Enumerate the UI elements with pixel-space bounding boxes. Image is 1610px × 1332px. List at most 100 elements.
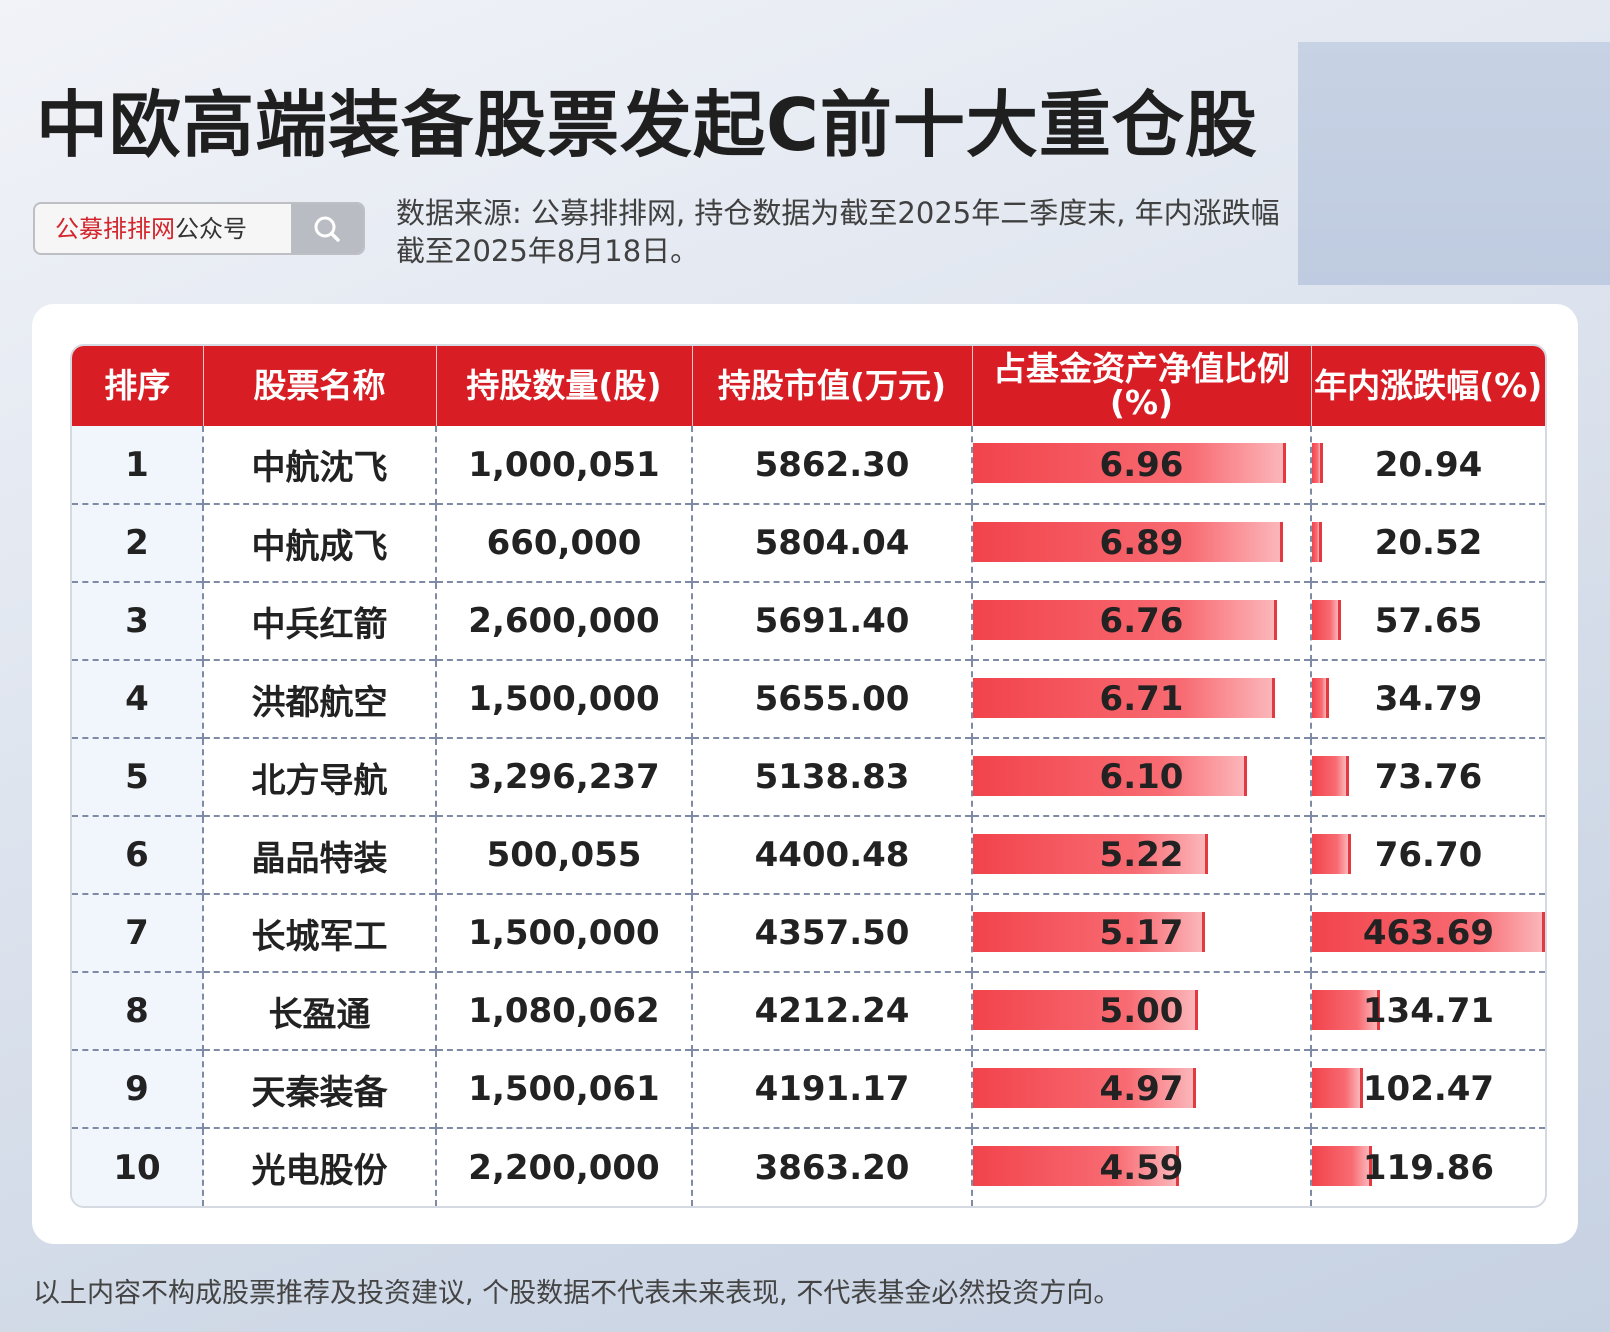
- ytd-change-cell-label: 20.52: [1374, 523, 1483, 563]
- search-button[interactable]: [291, 204, 363, 253]
- table-row: 2 中航成飞 660,000 5804.04 6.89 20.52: [72, 503, 1545, 582]
- nav-pct-cell-label: 6.71: [1099, 679, 1184, 719]
- stock-name-cell: 晶品特装: [203, 815, 437, 894]
- ytd-change-cell-label: 463.69: [1362, 913, 1495, 953]
- search-box[interactable]: 公募排排网公众号: [33, 202, 365, 255]
- ytd-change-cell: 20.52: [1311, 503, 1545, 582]
- ytd-change-cell-label: 119.86: [1362, 1147, 1495, 1188]
- ytd-change-cell: 34.79: [1311, 659, 1545, 738]
- column-header: 年内涨跌幅(%): [1311, 346, 1545, 426]
- rank-cell: 3: [72, 581, 204, 660]
- nav-pct-cell-bar: [973, 834, 1208, 874]
- page-title: 中欧高端装备股票发起C前十大重仓股: [36, 83, 1258, 167]
- shares-cell: 1,500,000: [436, 659, 693, 738]
- column-header: 排序: [72, 346, 204, 426]
- nav-pct-cell: 6.89: [972, 503, 1312, 582]
- nav-pct-cell: 5.22: [972, 815, 1312, 894]
- table-row: 1 中航沈飞 1,000,051 5862.30 6.96 20.94: [72, 426, 1545, 504]
- nav-pct-cell: 6.76: [972, 581, 1312, 660]
- ytd-change-cell-bar: [1312, 600, 1341, 640]
- ytd-change-cell-bar: [1312, 1068, 1364, 1108]
- market-value-cell: 3863.20: [692, 1127, 973, 1206]
- search-suffix: 公众号: [175, 215, 247, 243]
- nav-pct-cell-bar: [973, 443, 1286, 483]
- stock-name-cell: 天秦装备: [203, 1049, 437, 1128]
- ytd-change-cell-bar: [1312, 522, 1323, 562]
- rank-cell: 1: [72, 426, 204, 504]
- brand-name: 公募排排网: [55, 215, 175, 243]
- market-value-cell: 4400.48: [692, 815, 973, 894]
- shares-cell: 660,000: [436, 503, 693, 582]
- ytd-change-cell-label: 20.94: [1374, 444, 1483, 485]
- rank-cell: 8: [72, 971, 204, 1050]
- table-row: 3 中兵红箭 2,600,000 5691.40 6.76 57.65: [72, 581, 1545, 660]
- table-row: 7 长城军工 1,500,000 4357.50 5.17 463.69: [72, 893, 1545, 972]
- ytd-change-cell: 76.70: [1311, 815, 1545, 894]
- nav-pct-cell-label: 6.96: [1099, 444, 1184, 485]
- nav-pct-cell-label: 6.10: [1099, 757, 1184, 797]
- table-header-row: 排序 股票名称 持股数量(股) 持股市值(万元) 占基金资产净值比例(%) 年内…: [72, 346, 1545, 426]
- rank-cell: 6: [72, 815, 204, 894]
- nav-pct-cell-bar: [973, 990, 1198, 1030]
- market-value-cell: 5655.00: [692, 659, 973, 738]
- source-note: 数据来源: 公募排排网, 持仓数据为截至2025年二季度末, 年内涨跌幅截至20…: [396, 196, 1280, 268]
- disclaimer: 以上内容不构成股票推荐及投资建议, 个股数据不代表未来表现, 不代表基金必然投资…: [33, 1278, 1121, 1309]
- nav-pct-cell-label: 5.22: [1099, 835, 1184, 875]
- ytd-change-cell-bar: [1312, 912, 1545, 952]
- column-header: 持股数量(股): [436, 346, 693, 426]
- ytd-change-cell-bar: [1312, 678, 1330, 718]
- nav-pct-cell-bar: [973, 678, 1275, 718]
- stock-name-cell: 洪都航空: [203, 659, 437, 738]
- ytd-change-cell-label: 134.71: [1362, 991, 1495, 1031]
- ytd-change-cell-label: 57.65: [1374, 601, 1483, 641]
- shares-cell: 2,200,000: [436, 1127, 693, 1206]
- ytd-change-cell: 20.94: [1311, 426, 1545, 504]
- stock-name-cell: 光电股份: [203, 1127, 437, 1206]
- table-row: 5 北方导航 3,296,237 5138.83 6.10 73.76: [72, 737, 1545, 816]
- nav-pct-cell: 6.10: [972, 737, 1312, 816]
- ytd-change-cell-bar: [1312, 990, 1380, 1030]
- nav-pct-cell-bar: [973, 756, 1248, 796]
- shares-cell: 1,080,062: [436, 971, 693, 1050]
- market-value-cell: 5138.83: [692, 737, 973, 816]
- shares-cell: 1,500,000: [436, 893, 693, 972]
- ytd-change-cell-bar: [1312, 834, 1351, 874]
- market-value-cell: 5691.40: [692, 581, 973, 660]
- rank-cell: 10: [72, 1127, 204, 1206]
- rank-cell: 2: [72, 503, 204, 582]
- rank-cell: 7: [72, 893, 204, 972]
- nav-pct-cell-bar: [973, 522, 1283, 562]
- ytd-change-cell: 463.69: [1311, 893, 1545, 972]
- stock-name-cell: 长盈通: [203, 971, 437, 1050]
- market-value-cell: 4357.50: [692, 893, 973, 972]
- column-header: 持股市值(万元): [692, 346, 973, 426]
- column-header: 股票名称: [203, 346, 437, 426]
- shares-cell: 2,600,000: [436, 581, 693, 660]
- shares-cell: 3,296,237: [436, 737, 693, 816]
- stock-name-cell: 中航成飞: [203, 503, 437, 582]
- stock-name-cell: 北方导航: [203, 737, 437, 816]
- stock-name-cell: 长城军工: [203, 893, 437, 972]
- ytd-change-cell-bar: [1312, 1146, 1373, 1186]
- shares-cell: 1,500,061: [436, 1049, 693, 1128]
- ytd-change-cell: 119.86: [1311, 1127, 1545, 1206]
- table-row: 9 天秦装备 1,500,061 4191.17 4.97 102.47: [72, 1049, 1545, 1128]
- nav-pct-cell: 4.97: [972, 1049, 1312, 1128]
- ytd-change-cell-label: 34.79: [1374, 679, 1483, 719]
- nav-pct-cell-label: 4.97: [1099, 1069, 1184, 1109]
- column-header: 占基金资产净值比例(%): [972, 346, 1312, 426]
- market-value-cell: 4212.24: [692, 971, 973, 1050]
- nav-pct-cell-label: 6.89: [1099, 523, 1184, 563]
- ytd-change-cell-label: 76.70: [1374, 835, 1483, 875]
- market-value-cell: 4191.17: [692, 1049, 973, 1128]
- ytd-change-cell-bar: [1312, 443, 1323, 483]
- nav-pct-cell: 5.00: [972, 971, 1312, 1050]
- ytd-change-cell-label: 102.47: [1362, 1069, 1495, 1109]
- stock-name-cell: 中兵红箭: [203, 581, 437, 660]
- shares-cell: 1,000,051: [436, 426, 693, 504]
- table-row: 4 洪都航空 1,500,000 5655.00 6.71 34.79: [72, 659, 1545, 738]
- nav-pct-cell-bar: [973, 600, 1277, 640]
- rank-cell: 9: [72, 1049, 204, 1128]
- ytd-change-cell: 57.65: [1311, 581, 1545, 660]
- stock-name-cell: 中航沈飞: [203, 426, 437, 504]
